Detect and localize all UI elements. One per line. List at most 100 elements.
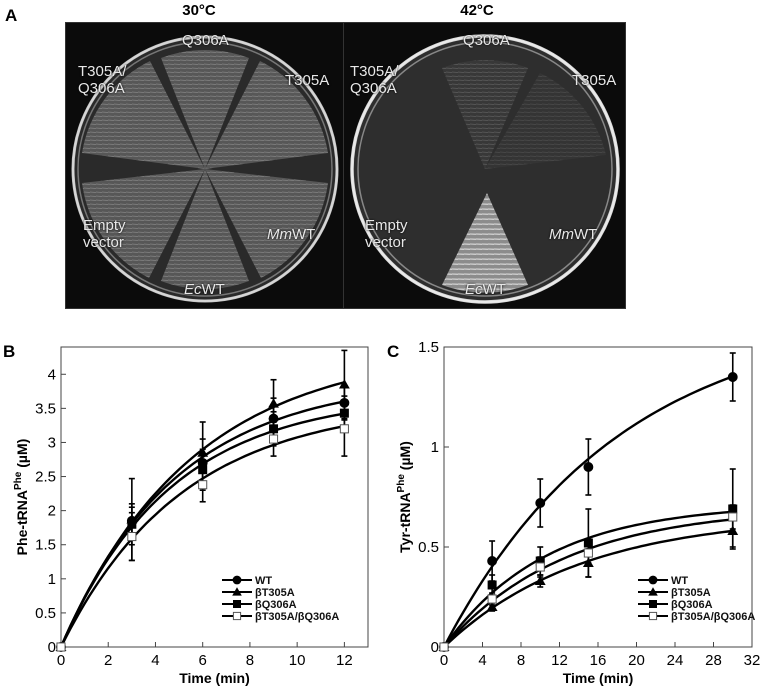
label-mm-wt-rest: WT <box>292 226 316 243</box>
y-tick-label: 2.5 <box>35 469 56 486</box>
marker-square-icon <box>649 600 657 608</box>
marker-triangle-icon <box>486 601 498 612</box>
x-axis-label: Time (min) <box>563 670 634 686</box>
marker-open-square-icon <box>439 642 449 652</box>
legend-label: WT <box>255 575 272 587</box>
chart-b-phe-trna: 0 2 4 6 8 10 12 0 0.5 1 1.5 2 2.5 3 3.5 4 Time (min) Phe-… <box>13 346 369 686</box>
y-tick-label: 3 <box>48 434 56 451</box>
marker-triangle-icon <box>232 587 242 596</box>
petri-dish-42c <box>350 34 620 304</box>
label-empty-vector-line1: Empty <box>83 217 126 234</box>
label-mm-wt-italic: Mm <box>267 226 292 243</box>
label-ec-wt: EcWT <box>184 281 225 298</box>
x-tick-label: 8 <box>246 652 254 669</box>
y-tick-label: 0 <box>431 639 439 656</box>
x-tick-label: 16 <box>590 652 607 669</box>
x-tick-label: 12 <box>336 652 353 669</box>
y-tick-label: 1.5 <box>35 537 56 554</box>
marker-circle-icon <box>583 462 594 472</box>
marker-circle-icon <box>727 372 738 382</box>
marker-square-icon <box>487 580 497 590</box>
x-tick-label: 0 <box>440 652 448 669</box>
label-ec-wt-rest: WT <box>201 281 225 298</box>
y-axis-label: Tyr-tRNAPhe (µM) <box>396 441 413 553</box>
x-tick-label: 0 <box>57 652 65 669</box>
plot-frame <box>60 346 369 648</box>
label-q306a: Q306A <box>182 32 229 49</box>
y-tick-label: 1.5 <box>418 339 439 356</box>
label-q306a: Q306A <box>463 32 510 49</box>
legend-label: βT305A <box>671 587 711 599</box>
label-ec-wt-italic: Ec <box>184 281 202 298</box>
x-tick-label: 12 <box>551 652 568 669</box>
marker-open-square-icon <box>339 424 349 434</box>
label-t305a: T305A <box>285 72 330 89</box>
label-t305a-q306a-line1: T305A/ <box>78 63 127 80</box>
legend-label: βT305A/βQ306A <box>671 611 755 623</box>
y-tick-label: 4 <box>48 366 56 383</box>
label-t305a-q306a-line2: Q306A <box>350 80 397 97</box>
x-axis-label: Time (min) <box>179 670 250 686</box>
plate-30c-temperature: 30°C <box>182 2 216 19</box>
label-empty-vector-line2: vector <box>365 234 406 251</box>
x-tick-label: 2 <box>104 652 112 669</box>
marker-triangle-icon <box>268 398 279 408</box>
x-tick-label: 28 <box>705 652 722 669</box>
y-tick-label: 1 <box>431 439 439 456</box>
marker-circle-icon <box>487 556 498 566</box>
marker-open-square-icon <box>56 642 66 652</box>
marker-open-square-icon <box>583 548 593 558</box>
marker-open-square-icon <box>127 531 137 542</box>
marker-open-square-icon <box>728 512 738 522</box>
chart-c-tyr-trna: 0 4 8 12 16 20 24 28 32 0 0.5 1 1.5 Time (min) Tyr-tRN… <box>396 339 760 686</box>
panel-a-letter: A <box>5 6 18 25</box>
label-t305a-q306a-line1: T305A/ <box>350 63 399 80</box>
x-tick-label: 20 <box>628 652 645 669</box>
marker-triangle-icon <box>338 379 350 389</box>
x-tick-label: 24 <box>667 652 684 669</box>
label-mm-wt: MmWT <box>267 226 315 243</box>
label-mm-wt-rest: WT <box>574 226 598 243</box>
plate-photo-30c: Q306A T305A/ Q306A T305A Empty vector Mm… <box>65 22 345 309</box>
label-mm-wt-italic: Mm <box>549 226 574 243</box>
marker-circle-icon <box>535 498 546 508</box>
marker-open-square-icon <box>535 562 545 572</box>
label-ec-wt-rest: WT <box>482 281 506 298</box>
marker-triangle-icon <box>534 575 546 586</box>
label-mm-wt: MmWT <box>549 226 597 243</box>
y-tick-label: 1 <box>48 571 56 588</box>
label-ec-wt-italic: Ec <box>465 281 483 298</box>
panel-c-letter: C <box>387 342 400 361</box>
y-tick-label: 3.5 <box>35 400 56 417</box>
marker-circle-icon <box>648 575 658 585</box>
marker-triangle-icon <box>648 587 658 596</box>
y-axis-label: Phe-tRNAPhe (µM) <box>13 439 30 556</box>
x-tick-label: 32 <box>744 652 760 669</box>
marker-circle-icon <box>232 575 242 585</box>
y-tick-label: 2 <box>48 503 56 520</box>
series-t305aq306a <box>56 400 349 652</box>
legend-label: βT305A <box>255 587 295 599</box>
x-tick-label: 4 <box>478 652 486 669</box>
petri-dish-30c <box>71 35 339 303</box>
x-tick-label: 6 <box>199 652 207 669</box>
x-tick-label: 8 <box>517 652 525 669</box>
y-tick-label: 0.5 <box>35 605 56 622</box>
series-t305aq306a <box>439 504 738 652</box>
y-tick-label: 0.5 <box>418 539 439 556</box>
legend-label: WT <box>671 575 688 587</box>
label-t305a-q306a-line2: Q306A <box>78 80 125 97</box>
y-tick-label: 0 <box>48 639 56 656</box>
legend-label: βQ306A <box>255 599 297 611</box>
marker-open-square-icon <box>487 594 497 604</box>
marker-open-square-icon <box>232 611 242 621</box>
legend-label: βQ306A <box>671 599 713 611</box>
label-ec-wt: EcWT <box>465 281 506 298</box>
label-t305a: T305A <box>572 72 617 89</box>
marker-open-square-icon <box>198 480 208 490</box>
legend-label: βT305A/βQ306A <box>255 611 339 623</box>
panel-b-letter: B <box>3 342 16 361</box>
x-tick-label: 4 <box>151 652 159 669</box>
